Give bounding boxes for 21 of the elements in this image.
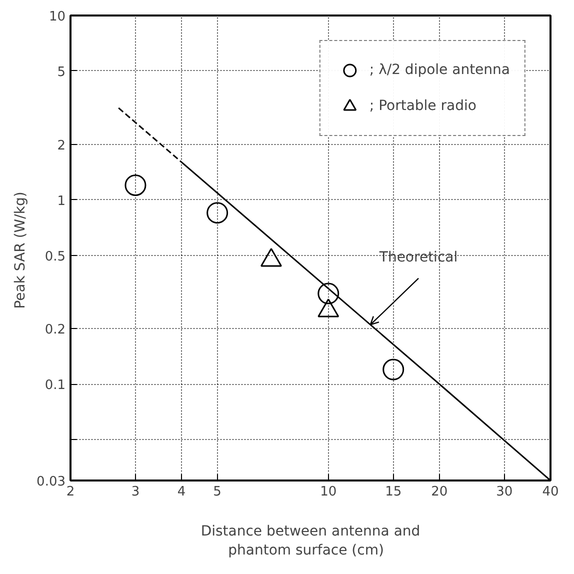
x-axis-title: Distance between antenna and phantom surface (cm) — [200, 524, 420, 559]
y-tick-label: 2 — [57, 138, 66, 154]
x-tick-label: 15 — [385, 484, 402, 500]
x-tick-label: 30 — [496, 484, 513, 500]
x-tick-label: 3 — [131, 484, 140, 500]
x-tick-label: 4 — [177, 484, 186, 500]
y-tick-label: 0.03 — [36, 474, 66, 490]
y-tick-label: 10 — [48, 10, 66, 24]
x-tick-label: 10 — [320, 484, 337, 500]
y-axis-title: Peak SAR (W/kg) — [12, 192, 29, 309]
y-tick-label: 1 — [57, 194, 66, 209]
x-tick-label: 20 — [431, 484, 448, 500]
legend-label: ; Portable radio — [369, 98, 476, 114]
y-tick-label: 0.2 — [44, 322, 66, 338]
y-tick-label: 0.1 — [44, 378, 66, 394]
x-tick-label: 5 — [213, 484, 222, 500]
annotation: Theoretical — [378, 249, 458, 266]
legend-label: ; λ/2 dipole antenna — [369, 62, 510, 78]
x-tick-label: 40 — [542, 484, 559, 500]
y-tick-label: 5 — [57, 64, 66, 80]
y-tick-label: 0.5 — [44, 249, 66, 264]
